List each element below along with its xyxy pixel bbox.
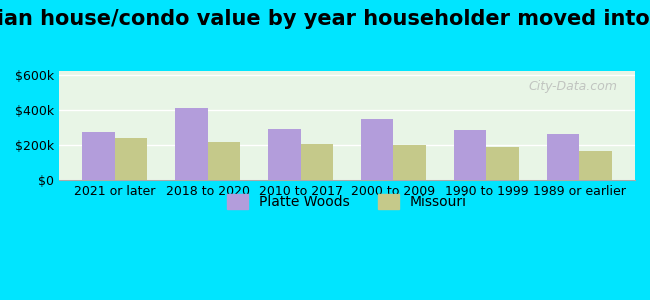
Bar — [300, 144, 333, 180]
Text: City-Data.com: City-Data.com — [529, 80, 617, 93]
Bar — [547, 134, 579, 180]
Bar — [82, 132, 115, 180]
Bar — [486, 147, 519, 180]
Legend: Platte Woods, Missouri: Platte Woods, Missouri — [222, 189, 473, 215]
Bar — [175, 108, 207, 180]
Bar — [579, 151, 612, 180]
Bar — [393, 145, 426, 180]
Bar — [115, 138, 148, 180]
Bar — [268, 129, 300, 180]
Text: Median house/condo value by year householder moved into unit: Median house/condo value by year househo… — [0, 9, 650, 29]
Bar — [454, 130, 486, 180]
Bar — [361, 118, 393, 180]
Bar — [207, 142, 240, 180]
